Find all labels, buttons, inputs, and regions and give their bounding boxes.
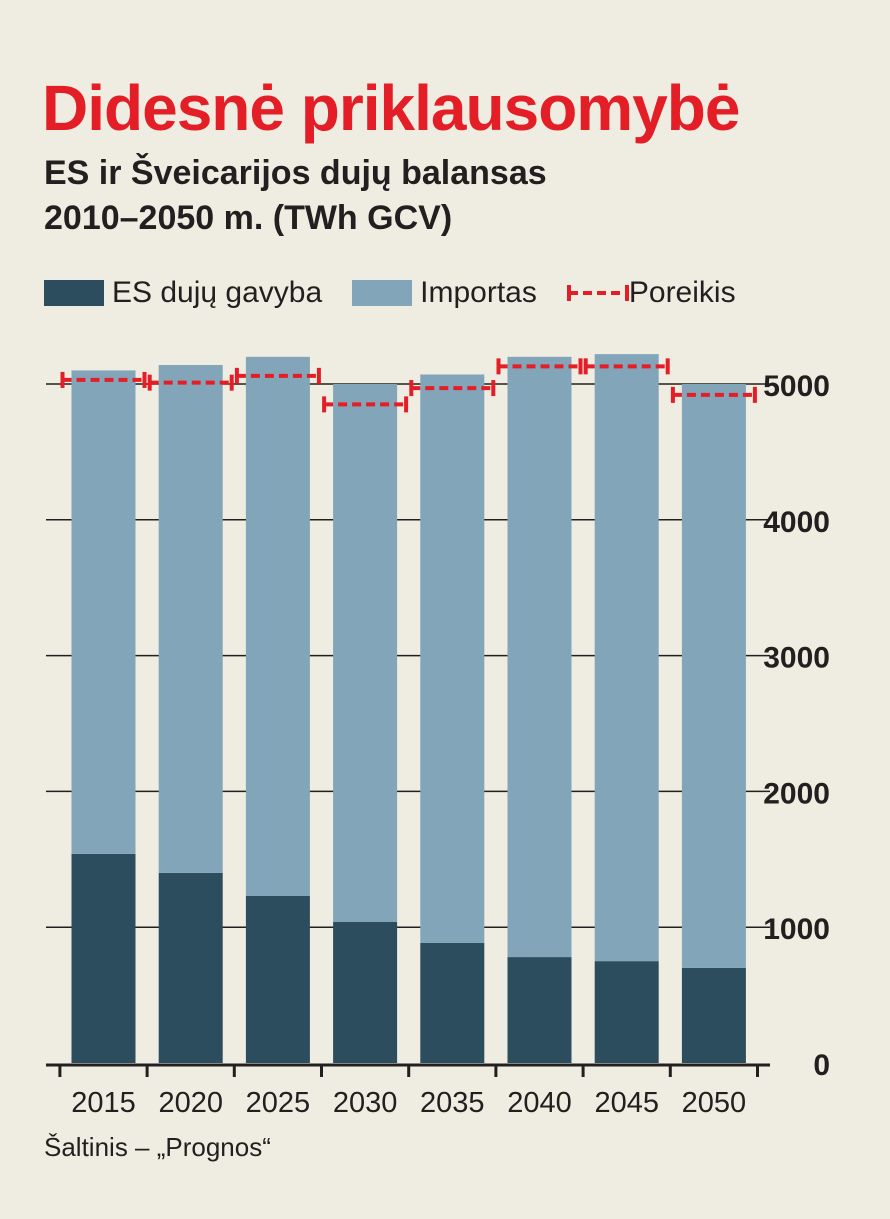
source-note: Šaltinis – „Prognos“ bbox=[44, 1132, 271, 1162]
chart-subtitle: ES ir Šveicarijos dujų balansas 2010–205… bbox=[44, 151, 547, 241]
bar-production bbox=[594, 961, 659, 1063]
legend-swatch-imports bbox=[352, 280, 413, 306]
x-tick-label: 2020 bbox=[158, 1087, 223, 1119]
y-tick-label: 5000 bbox=[763, 370, 830, 403]
bar-production bbox=[333, 921, 398, 1063]
demand-marker bbox=[60, 371, 147, 388]
y-axis-ticks: 0 1000 2000 3000 4000 5000 bbox=[763, 370, 830, 1082]
bar-imports bbox=[681, 384, 746, 968]
demand-marker bbox=[670, 386, 757, 403]
bar-production bbox=[420, 942, 485, 1063]
legend-label-production: ES dujų gavyba bbox=[112, 276, 323, 309]
demand-marker bbox=[409, 380, 496, 397]
bars bbox=[71, 354, 746, 1063]
subtitle-line-2: 2010–2050 m. (TWh GCV) bbox=[44, 199, 453, 237]
bar-imports bbox=[507, 356, 572, 958]
demand-marker bbox=[322, 396, 409, 413]
bar-imports bbox=[158, 364, 223, 873]
x-tick-label: 2035 bbox=[420, 1087, 485, 1119]
gridlines bbox=[46, 383, 770, 928]
y-tick-label: 4000 bbox=[763, 506, 830, 539]
bar-imports bbox=[594, 354, 659, 962]
legend-label-imports: Importas bbox=[420, 276, 537, 309]
demand-marker bbox=[583, 358, 670, 375]
subtitle-line-1: ES ir Šveicarijos dujų balansas bbox=[44, 154, 547, 192]
y-tick-label: 2000 bbox=[763, 777, 830, 810]
x-tick-label: 2045 bbox=[594, 1087, 659, 1119]
legend: ES dujų gavyba Importas Poreikis bbox=[44, 272, 766, 314]
legend-item-production: ES dujų gavyba bbox=[44, 276, 322, 310]
x-tick-label: 2015 bbox=[71, 1087, 136, 1119]
legend-dashed-line-icon bbox=[566, 285, 629, 301]
bar-production bbox=[681, 967, 746, 1063]
legend-label-demand: Poreikis bbox=[628, 276, 736, 309]
y-tick-label: 1000 bbox=[763, 913, 830, 946]
bar-imports bbox=[420, 374, 485, 943]
x-tick-label: 2030 bbox=[333, 1087, 398, 1119]
bar-production bbox=[507, 957, 572, 1063]
legend-item-demand: Poreikis bbox=[566, 276, 736, 310]
x-tick-label: 2040 bbox=[507, 1087, 572, 1119]
bar-production bbox=[245, 895, 310, 1063]
demand-marker bbox=[147, 374, 234, 391]
y-tick-label: 0 bbox=[813, 1049, 830, 1082]
bar-production bbox=[158, 872, 223, 1063]
demand-marker bbox=[234, 367, 321, 384]
chart-title: Didesnė priklausomybė bbox=[42, 72, 740, 144]
legend-swatch-production bbox=[44, 280, 104, 306]
x-tick-label: 2025 bbox=[246, 1087, 311, 1119]
bar-imports bbox=[71, 370, 136, 854]
x-axis bbox=[46, 1063, 770, 1077]
bar-imports bbox=[333, 384, 398, 922]
bar-imports bbox=[245, 356, 310, 896]
demand-markers bbox=[60, 358, 757, 413]
bar-production bbox=[71, 853, 136, 1063]
demand-marker bbox=[496, 358, 583, 375]
x-axis-ticks: 2015 2020 2025 2030 2035 2040 2045 2050 bbox=[71, 1087, 746, 1119]
legend-item-imports: Importas bbox=[352, 276, 537, 310]
x-tick-label: 2050 bbox=[682, 1087, 747, 1119]
y-tick-label: 3000 bbox=[763, 642, 830, 675]
